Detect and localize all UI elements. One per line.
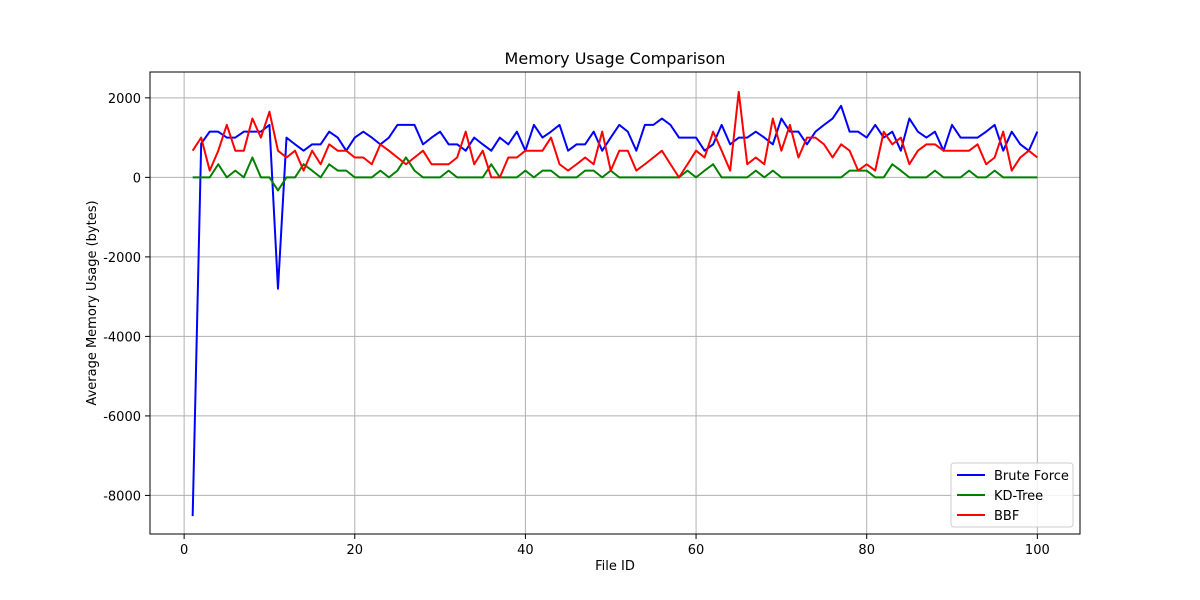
legend-box: [950, 462, 1074, 528]
series-line-bbf: [191, 90, 1038, 179]
x-tick-label: 100: [1025, 543, 1050, 558]
plot-area-frame: [149, 71, 1081, 535]
legend: Brute Force KD-Tree BBF: [950, 462, 1074, 528]
x-axis-label: File ID: [595, 559, 635, 574]
ticks: 0 20 40 60 80 100 -8000 -6000 -4000 -2000 0 2000: [103, 92, 1050, 558]
series-line-kd-tree: [192, 156, 1038, 192]
y-tick-label: -8000: [103, 489, 141, 504]
y-tick-label: -4000: [103, 330, 141, 345]
legend-label-kd-tree: KD-Tree: [994, 489, 1043, 504]
y-axis-label: Average Memory Usage (bytes): [85, 200, 100, 405]
chart-title: Memory Usage Comparison: [505, 49, 726, 68]
legend-label-brute-force: Brute Force: [994, 469, 1069, 484]
series-lines: [191, 90, 1039, 517]
x-tick-label: 40: [517, 543, 534, 558]
y-tick-label: 0: [133, 171, 141, 186]
legend-label-bbf: BBF: [994, 509, 1019, 524]
x-tick-label: 20: [346, 543, 363, 558]
x-tick-label: 80: [858, 543, 875, 558]
y-tick-label: -2000: [103, 251, 141, 266]
y-tick-label: -6000: [103, 410, 141, 425]
x-tick-label: 0: [180, 543, 188, 558]
y-tick-label: 2000: [108, 92, 141, 107]
x-tick-label: 60: [688, 543, 705, 558]
